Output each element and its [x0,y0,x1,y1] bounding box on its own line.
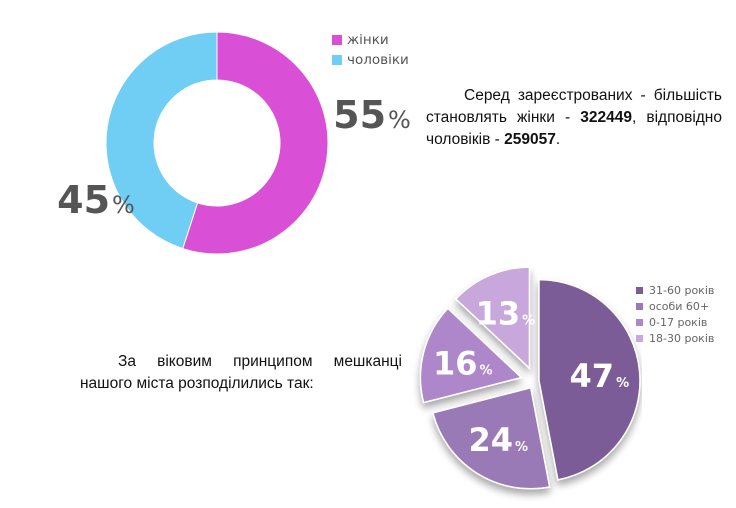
men-count: 259057 [504,131,556,148]
para1-text-a: Серед зареєстрованих - більшість становл… [426,87,722,126]
para1-text-b: , відповідно чоловіків - [426,109,722,148]
para2-text: За віковим принципом мешканці нашого міс… [80,353,402,392]
women-count: 322449 [580,109,632,126]
pie-slice-0-17-років [419,307,523,404]
legend-label-age-60plus: особи 60+ [649,299,710,313]
donut-value-label-1: 45% [57,178,135,222]
legend-swatch-men [332,55,342,65]
gender-legend: жінки чоловіки [332,30,409,70]
age-pie-chart: 47 %24 %16 %13% [419,268,641,490]
legend-swatch-age-31-60 [636,286,643,294]
legend-label-women: жінки [347,32,389,48]
donut-slice-1 [105,31,218,250]
para1-text-c: . [555,131,561,148]
gender-summary-paragraph: Серед зареєстрованих - більшість становл… [426,85,722,151]
pie-slice-31-60-років [538,278,641,481]
legend-swatch-women [332,35,342,45]
age-legend: 31-60 років особи 60+ 0-17 років 18-30 р… [636,282,714,346]
gender-donut-chart: 55% 45% [57,31,410,255]
legend-swatch-age-60plus [636,302,643,310]
legend-label-men: чоловіки [347,52,409,68]
pie-slice-особи-60 [431,386,551,490]
donut-value-label-0: 55% [333,93,410,137]
legend-label-age-0-17: 0-17 років [649,315,708,329]
legend-item-women: жінки [332,30,409,50]
legend-label-age-31-60: 31-60 років [649,283,715,297]
donut-slice-0 [182,31,329,255]
legend-swatch-age-0-17 [636,318,643,326]
pie-slice-18-30-років [454,268,531,370]
legend-item-age-0-17: 0-17 років [636,314,714,330]
legend-swatch-age-18-30 [636,334,643,342]
legend-item-men: чоловіки [332,50,409,70]
legend-label-age-18-30: 18-30 років [649,331,715,345]
legend-item-age-60plus: особи 60+ [636,298,714,314]
legend-item-age-18-30: 18-30 років [636,330,714,346]
legend-item-age-31-60: 31-60 років [636,282,714,298]
age-intro-paragraph: За віковим принципом мешканці нашого міс… [80,351,402,395]
